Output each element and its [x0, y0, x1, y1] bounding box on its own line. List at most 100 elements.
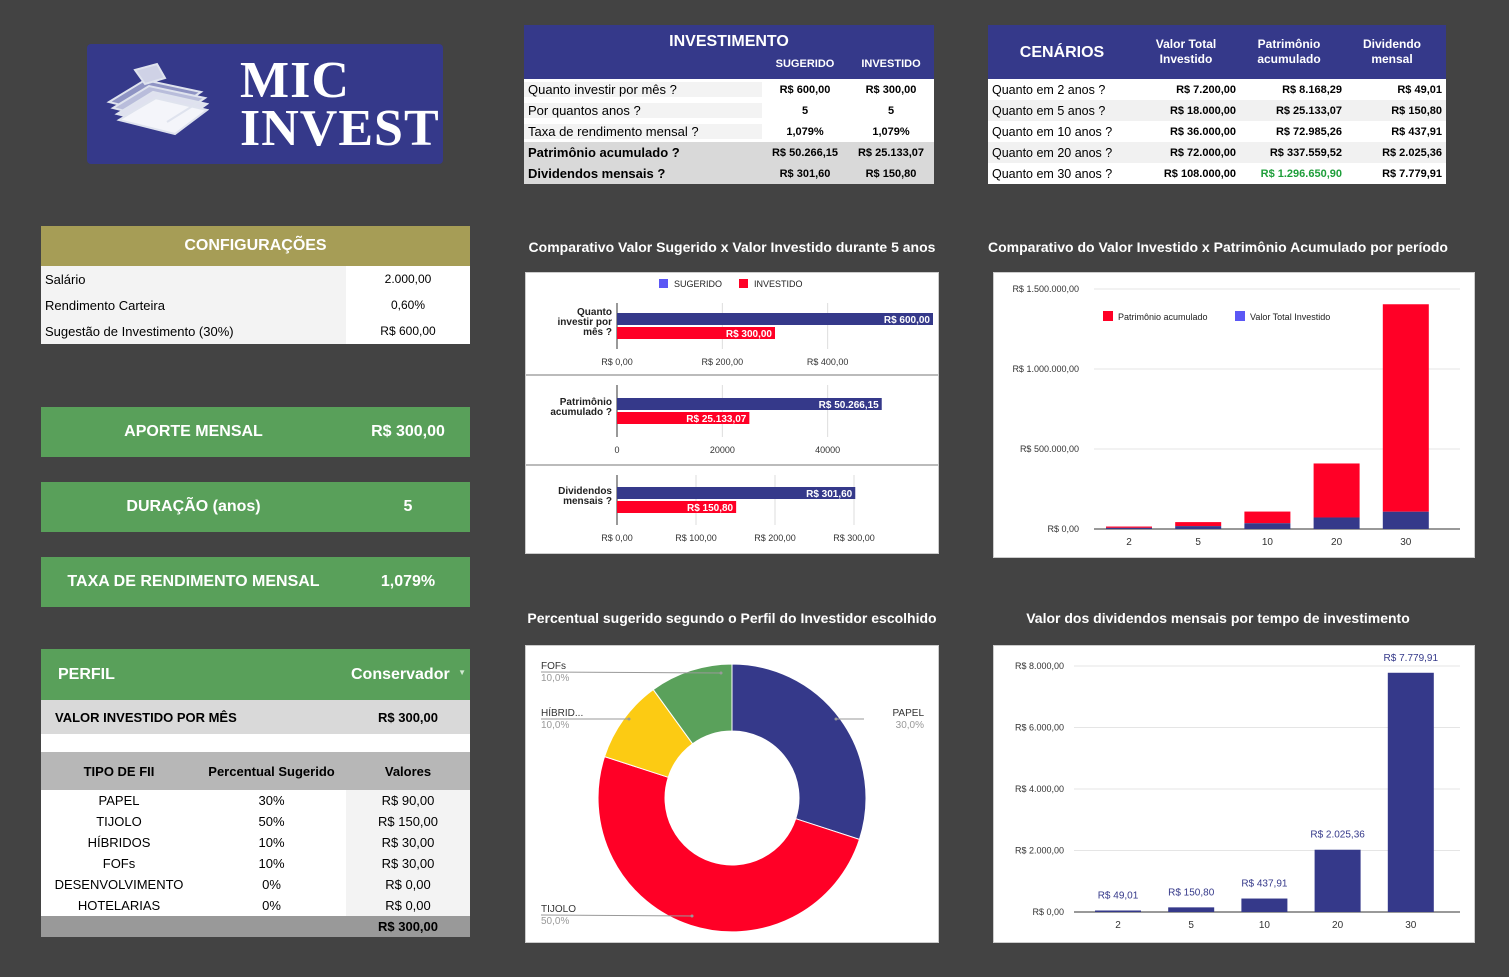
duracao-label: DURAÇÃO (anos) — [126, 498, 261, 515]
cell-dividendo[interactable]: R$ 150,80 — [1391, 104, 1442, 117]
fii-pct[interactable]: 0% — [262, 877, 281, 892]
cell-patrimonio[interactable]: R$ 72.985,26 — [1275, 125, 1342, 138]
slice-fofs — [652, 663, 733, 745]
bar-data-label: R$ 301,60 — [806, 489, 853, 500]
cell-investido[interactable]: 1,079% — [872, 125, 910, 138]
fii-pct[interactable]: 10% — [258, 856, 285, 871]
col-valores: Valores — [384, 763, 432, 779]
tick-label: 20000 — [710, 445, 735, 455]
cell-patrimonio[interactable]: R$ 25.133,07 — [1275, 104, 1342, 117]
y-tick-label: R$ 0,00 — [1032, 907, 1064, 917]
cell-investido[interactable]: R$ 300,00 — [865, 83, 917, 96]
cell-patrimonio[interactable]: R$ 1.296.650,90 — [1260, 167, 1342, 180]
fii-pct[interactable]: 30% — [258, 793, 285, 808]
legend-label-investido: Valor Total Investido — [1250, 312, 1330, 322]
cell-total[interactable]: R$ 36.000,00 — [1169, 125, 1236, 138]
bar-data-label: R$ 150,80 — [687, 503, 734, 514]
tick-label: R$ 200,00 — [754, 533, 796, 543]
cell-dividendo[interactable]: R$ 2.025,36 — [1382, 146, 1442, 159]
row-label: Taxa de rendimento mensal ? — [524, 124, 762, 139]
money-stack-icon — [106, 62, 209, 136]
perfil-panel: PERFIL Conservador ▼ VALOR INVESTIDO POR… — [41, 649, 470, 937]
cell-total[interactable]: R$ 108.000,00 — [1163, 167, 1236, 180]
duracao-field[interactable]: 5 — [403, 498, 413, 515]
cell-sugerido[interactable]: 5 — [801, 104, 809, 117]
x-tick-label: 2 — [1115, 920, 1121, 931]
fii-table-header: TIPO DE FII Percentual Sugerido Valores — [41, 752, 470, 790]
cell-total[interactable]: R$ 18.000,00 — [1169, 104, 1236, 117]
table-row: Por quantos anos ? 5 5 — [524, 100, 934, 121]
category-label: investir por — [558, 317, 613, 328]
sugestao-field[interactable]: R$ 600,00 — [346, 318, 470, 344]
cell-investido[interactable]: R$ 150,80 — [865, 167, 917, 180]
cell-dividendo[interactable]: R$ 437,91 — [1391, 125, 1442, 138]
fii-tipo: TIJOLO — [96, 814, 142, 829]
legend-swatch-sugerido — [659, 279, 668, 288]
perfil-select[interactable]: Conservador ▼ — [346, 666, 470, 684]
bar-data-label: R$ 600,00 — [884, 315, 931, 326]
fii-pct[interactable]: 10% — [258, 835, 285, 850]
config-row: Salário 2.000,00 — [41, 266, 470, 292]
bar-investido — [1313, 517, 1360, 529]
cell-sugerido[interactable]: R$ 600,00 — [779, 83, 831, 96]
cell-dividendo[interactable]: R$ 49,01 — [1397, 83, 1442, 96]
logo: MIC INVEST — [87, 44, 443, 164]
y-tick-label: R$ 0,00 — [1047, 524, 1079, 534]
legend-swatch-investido — [1235, 311, 1245, 321]
valor-investido-value: R$ 300,00 — [378, 709, 438, 725]
investimento-title: INVESTIMENTO — [524, 25, 934, 58]
cell-sugerido[interactable]: R$ 50.266,15 — [771, 146, 839, 159]
bar-patrimonio — [1175, 522, 1222, 527]
row-label: Dividendos mensais ? — [528, 166, 666, 181]
patrimonio-chart-svg: R$ 0,00 R$ 500.000,00 R$ 1.000.000,00 R$ 1.… — [1012, 284, 1460, 548]
tick-label: R$ 400,00 — [807, 357, 849, 367]
cell-total[interactable]: R$ 7.200,00 — [1176, 83, 1236, 96]
cenarios-title: CENÁRIOS — [1019, 43, 1105, 61]
table-row: Quanto em 10 anos ? R$ 36.000,00 R$ 72.9… — [988, 121, 1446, 142]
fii-valor: R$ 30,00 — [346, 853, 470, 874]
cell-total[interactable]: R$ 72.000,00 — [1169, 146, 1236, 159]
bar-investido — [617, 501, 737, 513]
slice-pct-label: 50,0% — [541, 916, 569, 927]
cell-sugerido[interactable]: 1,079% — [786, 125, 824, 138]
cell-patrimonio[interactable]: R$ 8.168,29 — [1282, 83, 1342, 96]
cell-patrimonio[interactable]: R$ 337.559,52 — [1269, 146, 1342, 159]
percentual-chart-svg: PAPEL30,0%TIJOLO50,0%HÍBRID...10,0%FOFs1… — [540, 661, 925, 933]
col-percentual: Percentual Sugerido — [208, 763, 335, 779]
bar-data-label: R$ 50.266,15 — [819, 400, 879, 411]
tick-label: 40000 — [815, 445, 840, 455]
fii-pct[interactable]: 0% — [262, 898, 281, 913]
cell-investido[interactable]: 5 — [887, 104, 895, 117]
cell-dividendo[interactable]: R$ 7.779,91 — [1382, 167, 1442, 180]
slice-name-label: PAPEL — [893, 708, 925, 719]
legend-label-sugerido: SUGERIDO — [674, 279, 722, 289]
config-row: Sugestão de Investimento (30%) R$ 600,00 — [41, 318, 470, 344]
table-row: HOTELARIAS 0% R$ 0,00 — [41, 895, 470, 916]
aporte-field[interactable]: R$ 300,00 — [371, 423, 445, 440]
bar-investido — [617, 412, 750, 424]
y-tick-label: R$ 6.000,00 — [1015, 723, 1064, 733]
table-row: FOFs 10% R$ 30,00 — [41, 853, 470, 874]
dividendos-chart: R$ 0,00 R$ 2.000,00 R$ 4.000,00 R$ 6.000,00… — [993, 645, 1475, 943]
fii-tipo: DESENVOLVIMENTO — [54, 877, 184, 892]
slice-name-label: HÍBRID... — [541, 706, 583, 719]
dropdown-arrow-icon[interactable]: ▼ — [458, 667, 466, 677]
x-tick-label: 2 — [1126, 537, 1132, 548]
y-tick-label: R$ 1.500.000,00 — [1012, 284, 1079, 294]
salario-field[interactable]: 2.000,00 — [346, 266, 470, 292]
cell-sugerido[interactable]: R$ 301,60 — [779, 167, 831, 180]
slice-pct-label: 30,0% — [896, 720, 924, 731]
valor-investido-label: VALOR INVESTIDO POR MÊS — [55, 709, 237, 725]
category-label: mês ? — [583, 327, 612, 338]
x-tick-label: 5 — [1195, 537, 1201, 548]
fii-pct[interactable]: 50% — [258, 814, 285, 829]
cell-investido[interactable]: R$ 25.133,07 — [857, 146, 925, 159]
configuracoes-title: CONFIGURAÇÕES — [41, 226, 470, 266]
bar-dividendo — [1387, 672, 1434, 912]
slice-name-label: TIJOLO — [541, 904, 576, 915]
rendimento-field[interactable]: 0,60% — [346, 292, 470, 318]
chart-title-patrimonio: Comparativo do Valor Investido x Patrimô… — [988, 239, 1448, 255]
taxa-field[interactable]: 1,079% — [380, 573, 436, 590]
bar-investido — [617, 327, 775, 339]
bar-data-label: R$ 49,01 — [1098, 890, 1139, 901]
